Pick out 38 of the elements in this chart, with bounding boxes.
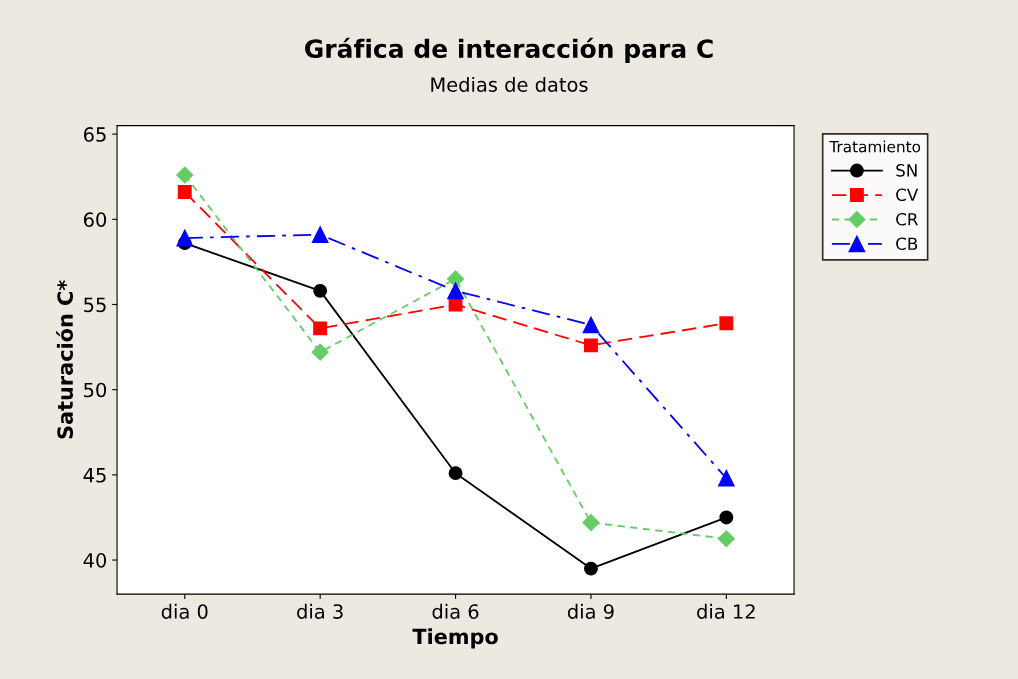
point <box>311 343 329 361</box>
legend-title: Tratamiento <box>829 140 921 153</box>
point <box>719 316 734 331</box>
chart-title: Gráfica de interacción para C <box>305 37 713 63</box>
point <box>313 283 328 298</box>
point <box>447 270 465 288</box>
point <box>448 466 463 481</box>
x-tick-label: dia 0 <box>161 603 208 619</box>
point <box>313 321 328 336</box>
y-tick-label: 65 <box>83 127 106 142</box>
point <box>447 282 464 300</box>
point <box>176 166 194 184</box>
point <box>582 316 600 334</box>
point <box>582 514 600 532</box>
x-tick-label: dia 12 <box>697 603 755 619</box>
x-tick-label: dia 9 <box>567 603 614 619</box>
x-tick-label: dia 6 <box>432 603 479 619</box>
y-tick-label: 50 <box>84 382 107 398</box>
point <box>177 185 192 200</box>
point <box>717 530 735 548</box>
y-tick-label: 45 <box>83 468 106 483</box>
point <box>176 229 194 247</box>
point <box>718 469 735 487</box>
y-tick-label: 60 <box>83 212 107 227</box>
x-tick-label: dia 3 <box>297 603 343 619</box>
point <box>719 510 734 525</box>
legend-label: CR <box>896 212 918 226</box>
legend-label: CV <box>896 188 919 202</box>
y-axis-title: Saturación C* <box>56 280 74 439</box>
legend-label: SN <box>896 164 917 177</box>
point <box>584 561 598 576</box>
y-tick-label: 40 <box>83 553 107 568</box>
y-tick-label: 55 <box>84 297 106 313</box>
legend-label: CB <box>896 237 918 251</box>
x-axis-title: Tiempo <box>412 628 498 649</box>
point <box>584 338 598 353</box>
point <box>311 226 329 243</box>
chart-subtitle: Medias de datos <box>431 76 588 92</box>
